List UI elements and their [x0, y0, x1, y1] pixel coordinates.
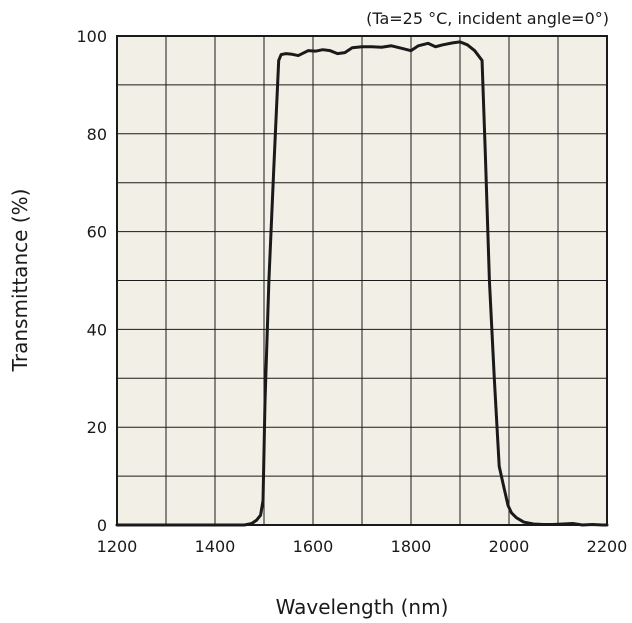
- annotation: (Ta=25 °C, incident angle=0°): [366, 9, 609, 28]
- x-tick-label: 1800: [391, 537, 432, 556]
- y-tick-label: 100: [76, 27, 107, 46]
- y-tick-label: 60: [87, 223, 107, 242]
- y-tick-label: 40: [87, 320, 107, 339]
- y-tick-label: 80: [87, 125, 107, 144]
- y-tick-label: 0: [97, 516, 107, 535]
- x-tick-label: 2200: [587, 537, 628, 556]
- x-axis-label: Wavelength (nm): [276, 595, 449, 619]
- series-line: [115, 40, 609, 527]
- y-tick-labels: 0 20 40 60 80 100: [76, 27, 107, 535]
- x-tick-label: 1200: [97, 537, 138, 556]
- y-axis-label: Transmittance (%): [8, 189, 32, 373]
- y-tick-label: 20: [87, 418, 107, 437]
- x-tick-label: 1400: [195, 537, 236, 556]
- x-tick-label: 2000: [489, 537, 530, 556]
- grid-lines: [117, 36, 607, 525]
- plot-frame: [116, 35, 608, 526]
- x-tick-labels: 1200 1400 1600 1800 2000 2200: [97, 537, 628, 556]
- x-tick-label: 1600: [293, 537, 334, 556]
